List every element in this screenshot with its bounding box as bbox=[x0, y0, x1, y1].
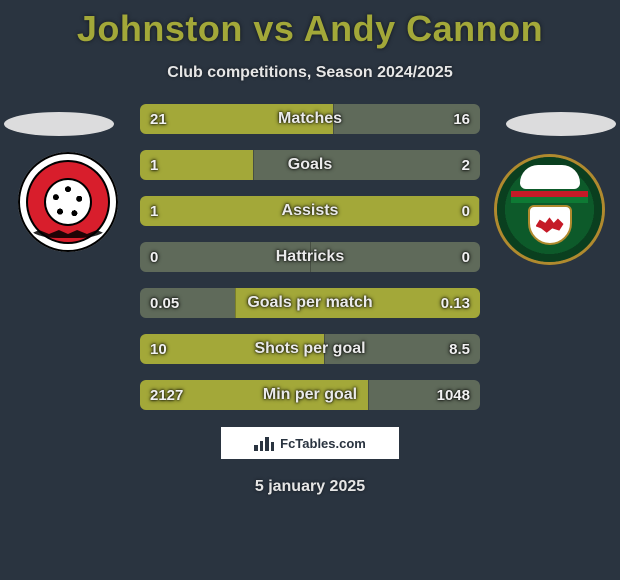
stat-row: Shots per goal10 8.5 bbox=[140, 334, 480, 364]
stat-value-left: 10 bbox=[150, 334, 167, 364]
stat-row: Assists1 0 bbox=[140, 196, 480, 226]
stat-value-left: 1 bbox=[150, 150, 158, 180]
stat-row: Goals per match0.05 0.13 bbox=[140, 288, 480, 318]
stat-label: Hattricks bbox=[140, 242, 480, 272]
stat-value-right: 2 bbox=[462, 150, 470, 180]
fctables-watermark: FcTables.com bbox=[220, 426, 400, 460]
stat-value-right: 16 bbox=[453, 104, 470, 134]
stat-value-right: 0 bbox=[462, 242, 470, 272]
crest-left bbox=[18, 152, 118, 252]
subtitle: Club competitions, Season 2024/2025 bbox=[0, 64, 620, 82]
stat-label: Matches bbox=[140, 104, 480, 134]
page-title: Johnston vs Andy Cannon bbox=[0, 0, 620, 50]
wrexham-crest-icon bbox=[497, 157, 602, 262]
crest-right bbox=[497, 157, 602, 262]
stat-value-right: 0.13 bbox=[441, 288, 470, 318]
stat-label: Goals bbox=[140, 150, 480, 180]
stat-row: Hattricks0 0 bbox=[140, 242, 480, 272]
stat-label: Shots per goal bbox=[140, 334, 480, 364]
stat-label: Min per goal bbox=[140, 380, 480, 410]
crest-shadow-left bbox=[4, 112, 114, 136]
stat-label: Goals per match bbox=[140, 288, 480, 318]
stat-value-left: 1 bbox=[150, 196, 158, 226]
stat-value-left: 0.05 bbox=[150, 288, 179, 318]
fleetwood-crest-icon bbox=[18, 152, 118, 252]
fctables-logo-icon bbox=[254, 435, 274, 451]
date-text: 5 january 2025 bbox=[0, 478, 620, 496]
crest-shadow-right bbox=[506, 112, 616, 136]
stat-label: Assists bbox=[140, 196, 480, 226]
stats-bars: Matches2116Goals12Assists10Hattricks00Go… bbox=[140, 102, 480, 410]
stat-row: Matches21 16 bbox=[140, 104, 480, 134]
stat-value-right: 0 bbox=[462, 196, 470, 226]
stat-value-right: 1048 bbox=[437, 380, 470, 410]
stat-value-left: 2127 bbox=[150, 380, 183, 410]
stat-row: Goals1 2 bbox=[140, 150, 480, 180]
stat-value-left: 21 bbox=[150, 104, 167, 134]
stat-value-left: 0 bbox=[150, 242, 158, 272]
stat-row: Min per goal2127 1048 bbox=[140, 380, 480, 410]
fctables-text: FcTables.com bbox=[280, 436, 366, 451]
stat-value-right: 8.5 bbox=[449, 334, 470, 364]
